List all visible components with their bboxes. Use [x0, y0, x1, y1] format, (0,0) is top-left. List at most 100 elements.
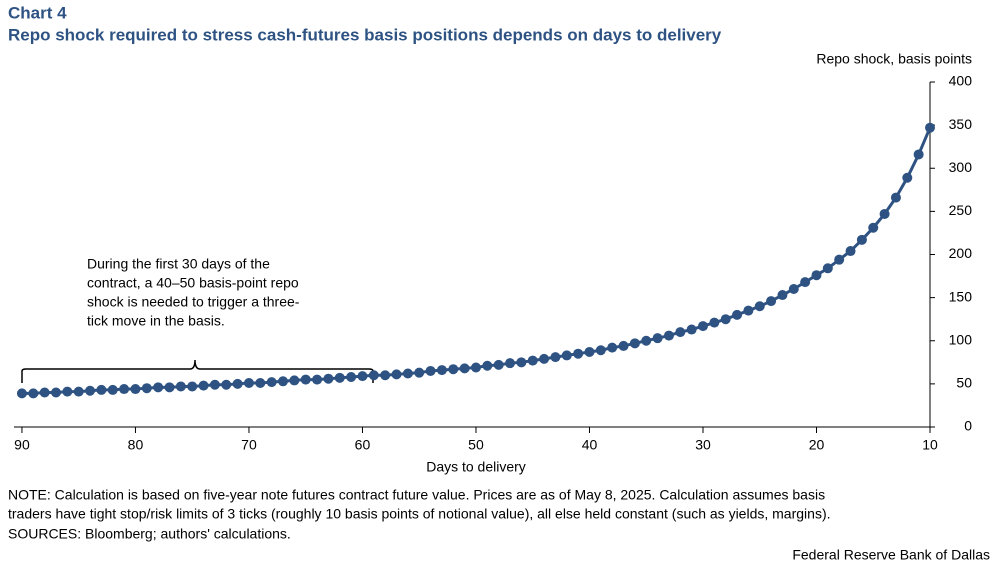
- data-point: [811, 270, 822, 281]
- data-point: [107, 384, 118, 395]
- x-axis-label: Days to delivery: [426, 459, 526, 475]
- x-tick-label: 60: [355, 437, 371, 453]
- data-point: [732, 309, 743, 320]
- data-point: [493, 359, 504, 370]
- data-point: [675, 327, 686, 338]
- y-tick-label: 0: [964, 418, 972, 434]
- data-point: [232, 378, 243, 389]
- data-point: [856, 234, 867, 245]
- data-point: [448, 364, 459, 375]
- source: Federal Reserve Bank of Dallas: [792, 547, 990, 563]
- data-point: [539, 353, 550, 364]
- data-point: [28, 388, 39, 399]
- data-point: [925, 122, 935, 133]
- data-point: [153, 382, 164, 393]
- annotation-line: shock is needed to trigger a three-: [87, 294, 300, 310]
- data-point: [187, 381, 198, 392]
- data-point: [879, 208, 890, 219]
- data-point: [425, 365, 436, 376]
- data-point: [777, 290, 788, 301]
- data-point: [834, 254, 845, 265]
- x-tick-label: 20: [809, 437, 825, 453]
- y-tick-label: 250: [949, 202, 973, 218]
- data-point: [527, 355, 538, 366]
- data-point: [300, 374, 311, 385]
- data-point: [266, 377, 277, 388]
- y-tick-label: 400: [949, 73, 973, 89]
- data-point: [663, 330, 674, 341]
- y-tick-label: 300: [949, 159, 973, 175]
- data-point: [822, 263, 833, 274]
- data-point: [470, 362, 481, 373]
- data-point: [459, 363, 470, 374]
- annotation-line: tick move in the basis.: [87, 313, 225, 329]
- data-point: [550, 352, 561, 363]
- data-point: [221, 379, 232, 390]
- data-point: [119, 384, 130, 395]
- data-point: [720, 314, 731, 325]
- data-point: [243, 378, 254, 389]
- data-point: [436, 365, 447, 376]
- data-point: [85, 385, 96, 396]
- data-point: [629, 338, 640, 349]
- data-point: [357, 371, 368, 382]
- data-point: [902, 172, 913, 183]
- data-point: [141, 383, 152, 394]
- data-point: [697, 321, 708, 332]
- data-point: [209, 379, 220, 390]
- x-tick-label: 30: [695, 437, 711, 453]
- x-tick-label: 40: [582, 437, 598, 453]
- annotation-line: During the first 30 days of the: [87, 256, 270, 272]
- data-point: [96, 384, 107, 395]
- annotation-line: contract, a 40–50 basis-point repo: [87, 275, 299, 291]
- data-point: [402, 368, 413, 379]
- note-line: traders have tight stop/risk limits of 3…: [8, 506, 831, 522]
- data-point: [346, 371, 357, 382]
- data-point: [334, 372, 345, 383]
- data-point: [391, 369, 402, 380]
- data-point: [652, 333, 663, 344]
- data-point: [198, 380, 209, 391]
- annotation-brace: [21, 359, 374, 383]
- data-point: [323, 373, 334, 384]
- data-point: [573, 348, 584, 359]
- data-point: [368, 370, 379, 381]
- data-point: [561, 350, 572, 361]
- data-point: [175, 381, 186, 392]
- x-tick-label: 90: [14, 437, 30, 453]
- y-axis-label: Repo shock, basis points: [816, 51, 972, 67]
- data-point: [16, 388, 27, 399]
- data-point: [584, 346, 595, 357]
- data-point: [868, 222, 879, 233]
- y-tick-label: 350: [949, 116, 973, 132]
- data-point: [800, 277, 811, 288]
- data-point: [505, 358, 516, 369]
- data-point: [380, 370, 391, 381]
- data-point: [845, 246, 856, 257]
- data-point: [278, 376, 289, 387]
- data-point: [607, 342, 618, 353]
- data-point: [686, 324, 697, 335]
- y-tick-label: 100: [949, 331, 973, 347]
- data-point: [312, 374, 323, 385]
- y-tick-label: 50: [956, 375, 972, 391]
- data-point: [618, 340, 629, 351]
- data-point: [743, 305, 754, 316]
- data-point: [255, 378, 266, 389]
- note-line: NOTE: Calculation is based on five-year …: [8, 487, 825, 503]
- data-point: [709, 317, 720, 328]
- data-point: [788, 284, 799, 294]
- note-line: SOURCES: Bloomberg; authors' calculation…: [8, 526, 291, 542]
- data-point: [890, 192, 901, 203]
- data-point: [913, 149, 924, 160]
- x-tick-label: 50: [468, 437, 484, 453]
- data-point: [289, 375, 300, 386]
- chart-title: Chart 4: [8, 3, 67, 22]
- data-point: [39, 387, 50, 398]
- data-point: [595, 345, 606, 356]
- data-point: [482, 360, 493, 371]
- data-point: [766, 296, 777, 307]
- data-point: [754, 301, 765, 312]
- data-point: [73, 386, 84, 397]
